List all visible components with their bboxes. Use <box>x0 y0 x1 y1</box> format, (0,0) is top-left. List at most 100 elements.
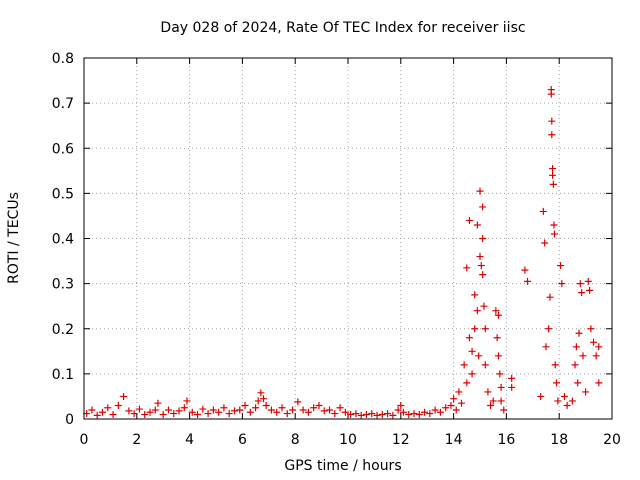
data-point <box>574 379 582 387</box>
x-tick-label: 0 <box>80 432 89 448</box>
data-point <box>508 374 516 382</box>
data-point <box>180 404 188 412</box>
data-point <box>436 408 444 416</box>
plot-frame <box>83 57 613 420</box>
data-point <box>473 307 481 315</box>
data-point <box>241 401 249 409</box>
data-point <box>447 401 455 409</box>
y-tick-label: 0.7 <box>52 96 74 112</box>
data-point <box>399 408 407 416</box>
data-point <box>125 407 133 415</box>
data-point <box>397 401 405 409</box>
data-point <box>477 262 485 270</box>
data-point <box>465 216 473 224</box>
y-tick-label: 0.1 <box>52 367 74 383</box>
data-point <box>595 343 603 351</box>
data-point <box>341 408 349 416</box>
data-point <box>331 410 339 418</box>
data-point <box>494 352 502 360</box>
data-point <box>188 408 196 416</box>
data-point <box>442 404 450 412</box>
data-point <box>88 406 96 414</box>
data-point <box>458 399 466 407</box>
data-point <box>537 392 545 400</box>
data-point <box>463 264 471 272</box>
data-point <box>225 410 233 418</box>
data-point <box>368 410 376 418</box>
data-point <box>394 406 402 414</box>
data-point <box>220 404 228 412</box>
data-point <box>289 406 297 414</box>
data-point <box>557 262 565 270</box>
data-point <box>194 410 202 418</box>
data-point <box>294 398 302 406</box>
y-tick-label: 0.5 <box>52 186 74 202</box>
x-tick-label: 20 <box>603 432 621 448</box>
data-point <box>508 383 516 391</box>
data-point <box>230 407 238 415</box>
y-tick-label: 0.3 <box>52 277 74 293</box>
data-point <box>209 406 217 414</box>
x-tick-label: 14 <box>445 432 463 448</box>
data-point <box>120 392 128 400</box>
data-point <box>475 352 483 360</box>
data-point <box>496 370 504 378</box>
data-point <box>584 277 592 285</box>
data-point <box>554 397 562 405</box>
data-point <box>481 325 489 333</box>
data-point <box>563 401 571 409</box>
data-point <box>450 395 458 403</box>
data-point <box>471 325 479 333</box>
y-tick-label: 0.6 <box>52 141 74 157</box>
data-point <box>283 410 291 418</box>
data-point <box>468 347 476 355</box>
data-point <box>586 286 594 294</box>
x-tick-label: 2 <box>132 432 141 448</box>
data-point <box>494 311 502 319</box>
data-point <box>114 401 122 409</box>
x-tick-label: 10 <box>339 432 357 448</box>
data-point <box>549 171 557 179</box>
data-point <box>204 410 212 418</box>
data-point <box>141 410 149 418</box>
axis-ticks: 0 2 4 6 8 10 12 14 16 18 20 0 0.1 0.2 0.3 0.4 0.5 0.6 0.7 0… <box>52 51 621 448</box>
data-point <box>146 408 154 416</box>
data-point <box>410 410 418 418</box>
data-point <box>415 410 423 418</box>
data-point <box>405 410 413 418</box>
data-point <box>215 408 223 416</box>
data-point <box>109 410 117 418</box>
data-point <box>159 410 167 418</box>
data-point <box>98 408 106 416</box>
data-point <box>373 411 381 419</box>
data-point <box>493 334 501 342</box>
data-point <box>278 404 286 412</box>
data-point <box>476 187 484 195</box>
data-point <box>452 406 460 414</box>
y-tick-label: 0.8 <box>52 51 74 67</box>
data-point <box>183 397 191 405</box>
data-point <box>479 235 487 242</box>
chart-title: Day 028 of 2024, Rate Of TEC Index for r… <box>160 20 525 36</box>
data-point <box>595 379 603 387</box>
data-point <box>254 397 262 405</box>
data-point <box>546 293 554 301</box>
data-point <box>572 343 580 351</box>
data-point <box>479 203 487 211</box>
data-point <box>568 397 576 405</box>
data-point <box>550 221 558 229</box>
data-point <box>262 401 270 409</box>
data-point <box>135 405 143 413</box>
data-point <box>547 90 555 98</box>
data-point <box>473 221 481 229</box>
data-point <box>553 379 561 387</box>
data-point <box>352 410 360 418</box>
data-point <box>578 289 586 297</box>
data-point <box>164 406 172 414</box>
data-point <box>252 404 260 412</box>
data-point <box>267 406 275 414</box>
data-point <box>468 370 476 378</box>
data-point <box>548 131 556 139</box>
data-point <box>384 410 392 418</box>
